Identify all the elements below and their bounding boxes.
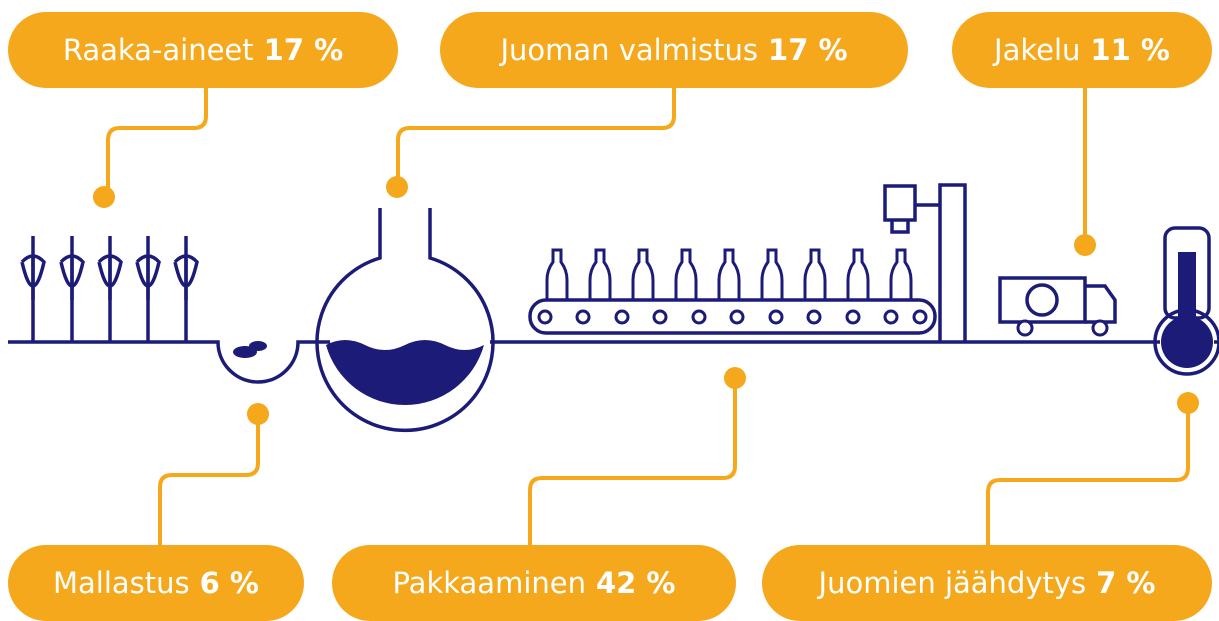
stage-label: Juomien jäähdytys bbox=[819, 566, 1087, 600]
connector bbox=[988, 403, 1188, 545]
stage-pill: Raaka-aineet 17 % bbox=[8, 12, 398, 88]
stage-pill: Juoman valmistus 17 % bbox=[440, 12, 908, 88]
stage-value: 11 % bbox=[1090, 33, 1170, 67]
process-line bbox=[8, 185, 1219, 430]
stage-pill: Juomien jäähdytys 7 % bbox=[762, 545, 1212, 621]
stage-value: 42 % bbox=[596, 566, 676, 600]
stage-pill: Pakkaaminen 42 % bbox=[332, 545, 736, 621]
illustration bbox=[0, 0, 1219, 621]
wheat bbox=[22, 236, 197, 342]
stage-pill: Jakelu 11 % bbox=[952, 12, 1212, 88]
connector bbox=[108, 88, 206, 195]
fills bbox=[233, 252, 1213, 405]
connector bbox=[160, 414, 258, 545]
stage-label: Pakkaaminen bbox=[393, 566, 586, 600]
stage-label: Jakelu bbox=[994, 33, 1080, 67]
stage-pill: Mallastus 6 % bbox=[8, 545, 304, 621]
stage-label: Juoman valmistus bbox=[500, 33, 758, 67]
connector bbox=[530, 378, 735, 545]
connectors bbox=[108, 88, 1188, 545]
stage-value: 17 % bbox=[264, 33, 344, 67]
stage-label: Raaka-aineet bbox=[63, 33, 254, 67]
connector bbox=[398, 88, 674, 187]
stage-label: Mallastus bbox=[53, 566, 190, 600]
stage-value: 17 % bbox=[768, 33, 848, 67]
bottles bbox=[547, 250, 911, 300]
stage-value: 7 % bbox=[1096, 566, 1155, 600]
stage-value: 6 % bbox=[200, 566, 259, 600]
page: Raaka-aineet 17 % Juoman valmistus 17 % Ja… bbox=[0, 0, 1219, 621]
